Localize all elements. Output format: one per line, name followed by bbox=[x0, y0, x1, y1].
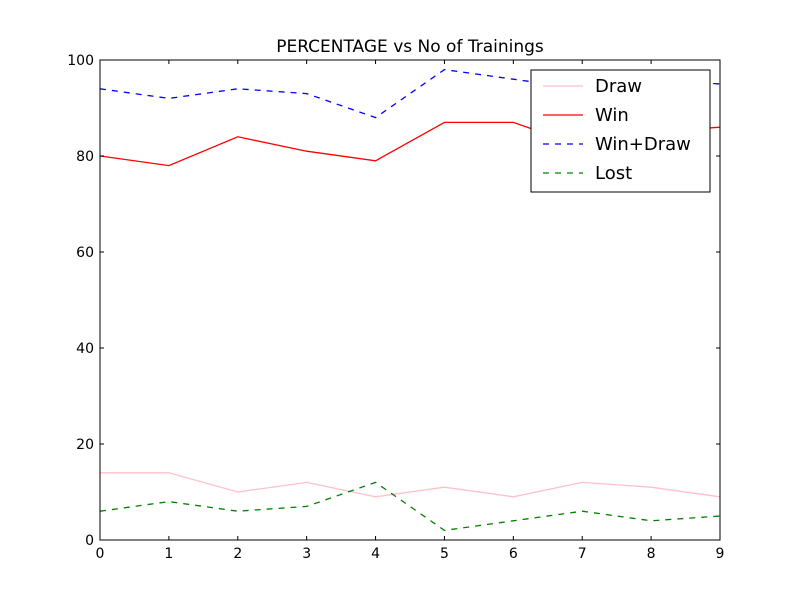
legend-box bbox=[530, 69, 711, 193]
axes-frame bbox=[99, 59, 721, 541]
x-tick-label: 2 bbox=[233, 546, 242, 562]
x-tick-label: 3 bbox=[302, 546, 311, 562]
x-tick-label: 0 bbox=[96, 546, 105, 562]
legend-label: Draw bbox=[595, 76, 642, 97]
y-tick-label: 80 bbox=[76, 149, 94, 165]
y-tick-label: 40 bbox=[76, 341, 94, 357]
x-tick-label: 8 bbox=[647, 546, 656, 562]
legend-label: Win+Draw bbox=[595, 134, 691, 155]
legend: Draw Win Win+Draw Lost bbox=[530, 69, 711, 193]
x-tick-label: 4 bbox=[371, 546, 380, 562]
axes: 0 1 2 3 4 5 6 7 8 9 0 20 40 60 80 100 bbox=[67, 53, 724, 562]
y-tick-label: 60 bbox=[76, 245, 94, 261]
legend-label: Lost bbox=[595, 163, 632, 184]
chart-title: PERCENTAGE vs No of Trainings bbox=[276, 37, 544, 57]
y-tick-label: 100 bbox=[67, 53, 94, 69]
x-tick-label: 6 bbox=[509, 546, 518, 562]
x-tick-label: 5 bbox=[440, 546, 449, 562]
y-tick-label: 20 bbox=[76, 437, 94, 453]
y-tick-label: 0 bbox=[85, 533, 94, 549]
x-tick-label: 1 bbox=[164, 546, 173, 562]
series-line-draw bbox=[100, 472, 720, 498]
x-tick-label: 9 bbox=[716, 546, 725, 562]
series-line-lost bbox=[100, 481, 720, 532]
legend-label: Win bbox=[595, 105, 629, 126]
x-tick-label: 7 bbox=[578, 546, 587, 562]
